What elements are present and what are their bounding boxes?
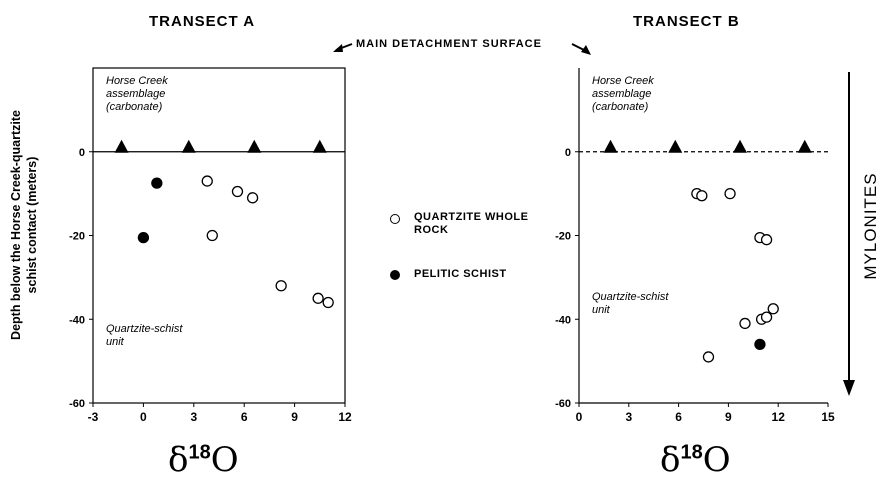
x-label-a-mass: 18 (188, 441, 211, 464)
legend-filled-circle-icon (390, 270, 400, 280)
point-quartzite-b (696, 190, 708, 202)
upper-unit-label-a: assemblage (106, 88, 165, 100)
detachment-arrows (333, 43, 591, 55)
lower-unit-label-b: Quartzite-schist (592, 291, 669, 303)
arrow-left-head (333, 44, 343, 52)
lower-unit-label-b: unit (592, 304, 611, 316)
point-quartzite-a (201, 175, 213, 187)
legend-pelitic-label: PELITIC SCHIST (414, 268, 507, 280)
x-label-b-mass: 18 (680, 441, 703, 464)
plot-frame-a (92, 67, 346, 404)
x-label-a-element: O (210, 440, 239, 480)
arrow-right-head (581, 45, 591, 55)
x-tick-label-a: 0 (140, 410, 147, 424)
x-axis-label-a: δ18O (168, 440, 239, 480)
mylonites-arrow-head (843, 380, 855, 396)
x-tick-label-b: 6 (675, 410, 682, 424)
contact-triangle-a (312, 139, 327, 153)
y-tick-label-b: -40 (555, 314, 571, 326)
x-label-b-symbol: δ (660, 440, 681, 480)
contact-triangle-a (247, 139, 262, 153)
upper-unit-label-a: Horse Creek (106, 75, 168, 87)
legend-open-circle-icon (390, 214, 400, 224)
point-quartzite-b (767, 303, 779, 315)
point-quartzite-a (312, 292, 324, 304)
y-tick-label-a: 0 (79, 147, 85, 159)
x-label-a-symbol: δ (168, 440, 189, 480)
point-quartzite-a (206, 229, 218, 242)
x-axis-label-b: δ18O (660, 440, 731, 480)
y-tick-label-a: -40 (69, 314, 85, 326)
x-tick-label-a: 6 (241, 410, 248, 424)
point-quartzite-a (246, 192, 259, 204)
point-quartzite-b (739, 317, 751, 330)
transect-a-title: TRANSECT A (149, 13, 256, 30)
y-tick-label-b: 0 (565, 147, 571, 159)
point-quartzite-a (275, 280, 287, 292)
point-quartzite-a (322, 296, 334, 309)
main-detachment-label: MAIN DETACHMENT SURFACE (356, 38, 542, 50)
upper-unit-label-b: Horse Creek (592, 75, 654, 87)
y-tick-label-b: -60 (555, 398, 571, 410)
x-tick-label-b: 15 (821, 410, 835, 424)
point-pelitic-schist-b (754, 338, 766, 351)
lower-unit-label-a: unit (106, 336, 125, 348)
upper-unit-label-a: (carbonate) (106, 101, 163, 113)
panel-b: 0 3 6 9 12 15 0 -20 -40 -60 Horse Creekassemblage(… (555, 68, 835, 424)
point-pelitic-schist-a (151, 177, 163, 189)
contact-triangle-a (181, 139, 196, 153)
transect-b-title: TRANSECT B (633, 13, 740, 30)
x-label-b-element: O (702, 440, 731, 480)
x-tick-label-b: 0 (576, 410, 583, 424)
point-quartzite-b (760, 234, 773, 246)
contact-triangle-b (603, 139, 618, 153)
x-tick-label-a: 9 (291, 410, 298, 424)
point-pelitic-schist-a (137, 231, 150, 244)
x-tick-label-a: -3 (88, 410, 99, 424)
x-tick-label-a: 12 (338, 410, 352, 424)
x-tick-label-b: 3 (625, 410, 632, 424)
contact-triangle-b (797, 139, 812, 153)
contact-triangle-b (733, 139, 748, 153)
y-tick-label-a: -60 (69, 398, 85, 410)
point-quartzite-a (231, 185, 244, 198)
point-quartzite-b (702, 351, 715, 363)
y-tick-label-b: -20 (555, 231, 571, 243)
legend-quartzite-label: QUARTZITE WHOLE ROCK (414, 211, 529, 236)
y-tick-label-a: -20 (69, 231, 85, 243)
mylonites-arrow (843, 72, 855, 396)
upper-unit-label-b: assemblage (592, 88, 651, 100)
panel-a: -3 0 3 6 9 12 0 -20 -40 -60 Horse Creekassemblage(… (69, 67, 352, 424)
lower-unit-label-a: Quartzite-schist (106, 323, 183, 335)
x-tick-label-a: 3 (190, 410, 197, 424)
contact-triangle-a (114, 139, 129, 153)
point-quartzite-b (724, 187, 736, 200)
x-tick-label-b: 9 (725, 410, 732, 424)
x-tick-label-b: 12 (772, 410, 786, 424)
upper-unit-label-b: (carbonate) (592, 101, 649, 113)
contact-triangle-b (668, 139, 683, 153)
point-quartzite-b (760, 311, 773, 323)
